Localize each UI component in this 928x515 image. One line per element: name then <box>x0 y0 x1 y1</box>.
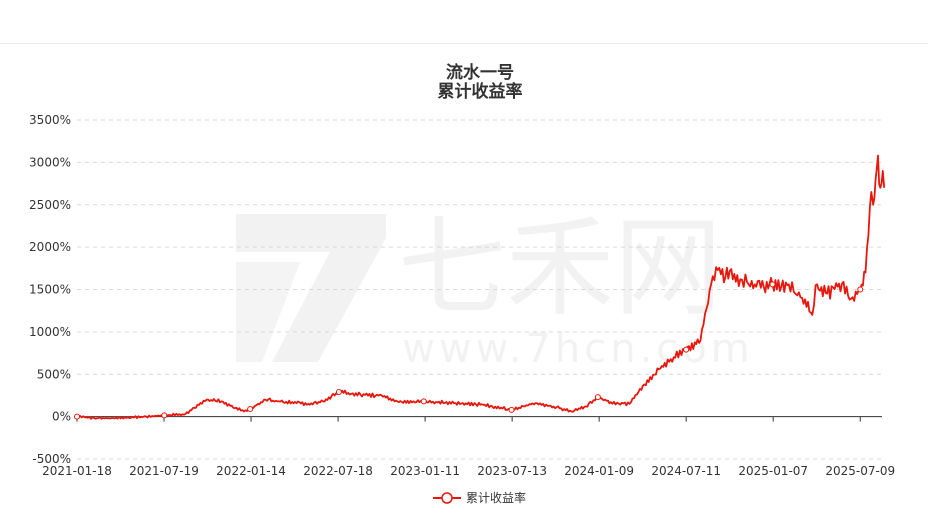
legend-marker-icon <box>441 492 453 504</box>
y-tick-label: 1000% <box>29 325 71 339</box>
watermark-logo-shape-icon <box>236 262 300 362</box>
y-tick-label: 3000% <box>29 155 71 169</box>
y-tick-label: 0% <box>52 410 71 424</box>
x-tick-label: 2021-07-19 <box>129 464 199 478</box>
series-point[interactable] <box>247 405 254 412</box>
y-tick-label: -500% <box>32 452 71 466</box>
y-tick-label: 500% <box>37 367 71 381</box>
top-divider <box>0 43 928 44</box>
y-axis: 3500% 3000% 2500% 2000% 1500% 1000% 500% 0% -500… <box>29 113 71 466</box>
x-tick-label: 2025-01-07 <box>738 464 808 478</box>
series-point[interactable] <box>508 406 515 413</box>
x-tick-label: 2023-07-13 <box>477 464 547 478</box>
series-point[interactable] <box>420 398 427 405</box>
watermark-text: 七禾网 <box>398 206 722 331</box>
chart-subtitle: 累计收益率 <box>438 81 523 102</box>
x-tick-label: 2022-07-18 <box>303 464 373 478</box>
series-point[interactable] <box>594 394 601 401</box>
series-point[interactable] <box>857 286 864 293</box>
series-point[interactable] <box>683 346 690 353</box>
y-tick-label: 3500% <box>29 113 71 127</box>
chart-title: 流水一号 <box>446 62 514 83</box>
series-line <box>76 154 886 420</box>
x-tick-label: 2022-01-14 <box>216 464 286 478</box>
y-tick-label: 2500% <box>29 198 71 212</box>
watermark-url: www.7hcn.com <box>402 326 753 372</box>
x-tick-label: 2024-01-09 <box>564 464 634 478</box>
legend-label: 累计收益率 <box>466 490 526 505</box>
x-axis: 2021-01-18 2021-07-19 2022-01-14 2022-07-18… <box>42 416 895 478</box>
y-tick-label: 1500% <box>29 283 71 297</box>
legend[interactable]: 累计收益率 <box>433 490 526 505</box>
y-tick-label: 2000% <box>29 240 71 254</box>
series-point[interactable] <box>161 412 168 419</box>
x-tick-label: 2021-01-18 <box>42 464 112 478</box>
series-point[interactable] <box>769 281 776 288</box>
x-tick-label: 2024-07-11 <box>651 464 721 478</box>
series-line-group <box>74 154 886 420</box>
x-tick-label: 2023-01-11 <box>390 464 460 478</box>
series-point[interactable] <box>74 413 80 420</box>
watermark-logo-icon <box>236 214 386 362</box>
series-point[interactable] <box>335 389 342 396</box>
chart-grid <box>77 119 882 460</box>
x-tick-label: 2025-07-09 <box>825 464 895 478</box>
